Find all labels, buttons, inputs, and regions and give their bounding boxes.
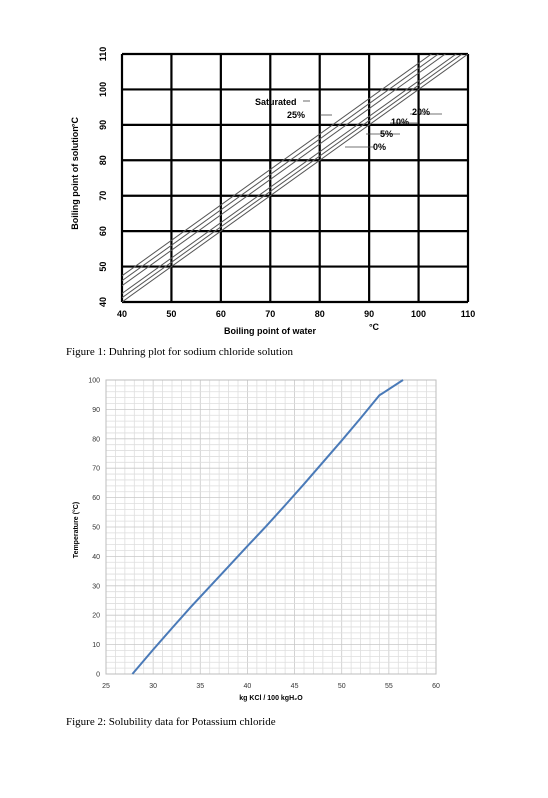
series-label: 10%	[391, 117, 409, 127]
x-tick-label: 40	[244, 683, 252, 690]
x-axis-unit: °C	[369, 322, 380, 332]
y-tick-label: 60	[92, 495, 100, 502]
x-tick-label: 40	[117, 309, 127, 319]
y-tick-label: 20	[92, 613, 100, 620]
series-label: 5%	[380, 129, 393, 139]
x-axis-label: kg KCl / 100 kgH₂O	[239, 695, 303, 702]
series-line	[122, 54, 447, 287]
y-tick-label: 30	[92, 583, 100, 590]
figure-1-caption: Figure 1: Duhring plot for sodium chlori…	[66, 346, 294, 358]
x-tick-label: 100	[411, 309, 426, 319]
solubility-line	[131, 379, 404, 675]
series-line	[122, 54, 440, 282]
series-label: 0%	[373, 142, 386, 152]
series-label: 20%	[412, 107, 430, 117]
kcl-solubility-plot: 25 30 35 40 45 50 55 60 0 10 20 30 40 50 60 70 80 90 100 kg…	[72, 378, 440, 703]
y-tick-label: 70	[92, 466, 100, 473]
y-tick-label: 50	[98, 262, 108, 272]
y-tick-label: 100	[98, 82, 108, 97]
y-tick-label: 10	[92, 642, 100, 649]
x-tick-label: 25	[102, 683, 110, 690]
x-tick-label: 60	[216, 309, 226, 319]
y-tick-label: 40	[98, 297, 108, 307]
series-line	[122, 54, 468, 302]
y-tick-label: 100	[88, 378, 100, 385]
y-tick-label: 60	[98, 226, 108, 236]
series-label: Saturated	[255, 97, 297, 107]
x-tick-label: 70	[265, 309, 275, 319]
x-tick-label: 50	[166, 309, 176, 319]
y-tick-label: 80	[98, 155, 108, 165]
y-tick-label: 90	[92, 407, 100, 414]
series-group	[122, 54, 468, 302]
x-tick-label: 80	[315, 309, 325, 319]
x-tick-label: 60	[432, 683, 440, 690]
x-tick-label: 35	[196, 683, 204, 690]
y-tick-label: 70	[98, 191, 108, 201]
series-line	[122, 54, 457, 294]
y-axis-label: Boiling point of solution	[70, 126, 80, 229]
y-tick-label: 0	[96, 672, 100, 679]
x-tick-label: 45	[291, 683, 299, 690]
duhring-plot: Saturated 25% 20%10% 5% 0% 40 50 60 70 80 90 100 110…	[70, 47, 476, 336]
y-tick-label: 110	[98, 47, 108, 62]
x-tick-label: 50	[338, 683, 346, 690]
figure-2-caption: Figure 2: Solubility data for Potassium …	[66, 716, 276, 728]
x-tick-label: 55	[385, 683, 393, 690]
series-line	[122, 54, 463, 299]
y-tick-label: 80	[92, 436, 100, 443]
x-tick-label: 90	[364, 309, 374, 319]
y-axis-unit: °C	[70, 116, 80, 127]
series-label: 25%	[287, 110, 305, 120]
x-axis-label: Boiling point of water	[224, 326, 316, 336]
y-tick-label: 90	[98, 120, 108, 130]
x-tick-label: 30	[149, 683, 157, 690]
y-axis-label: Temperature (°C)	[72, 502, 80, 558]
series-line	[122, 54, 433, 277]
plot-frame	[105, 379, 437, 675]
x-tick-label: 110	[461, 309, 476, 319]
y-tick-label: 50	[92, 525, 100, 532]
y-tick-label: 40	[92, 554, 100, 561]
